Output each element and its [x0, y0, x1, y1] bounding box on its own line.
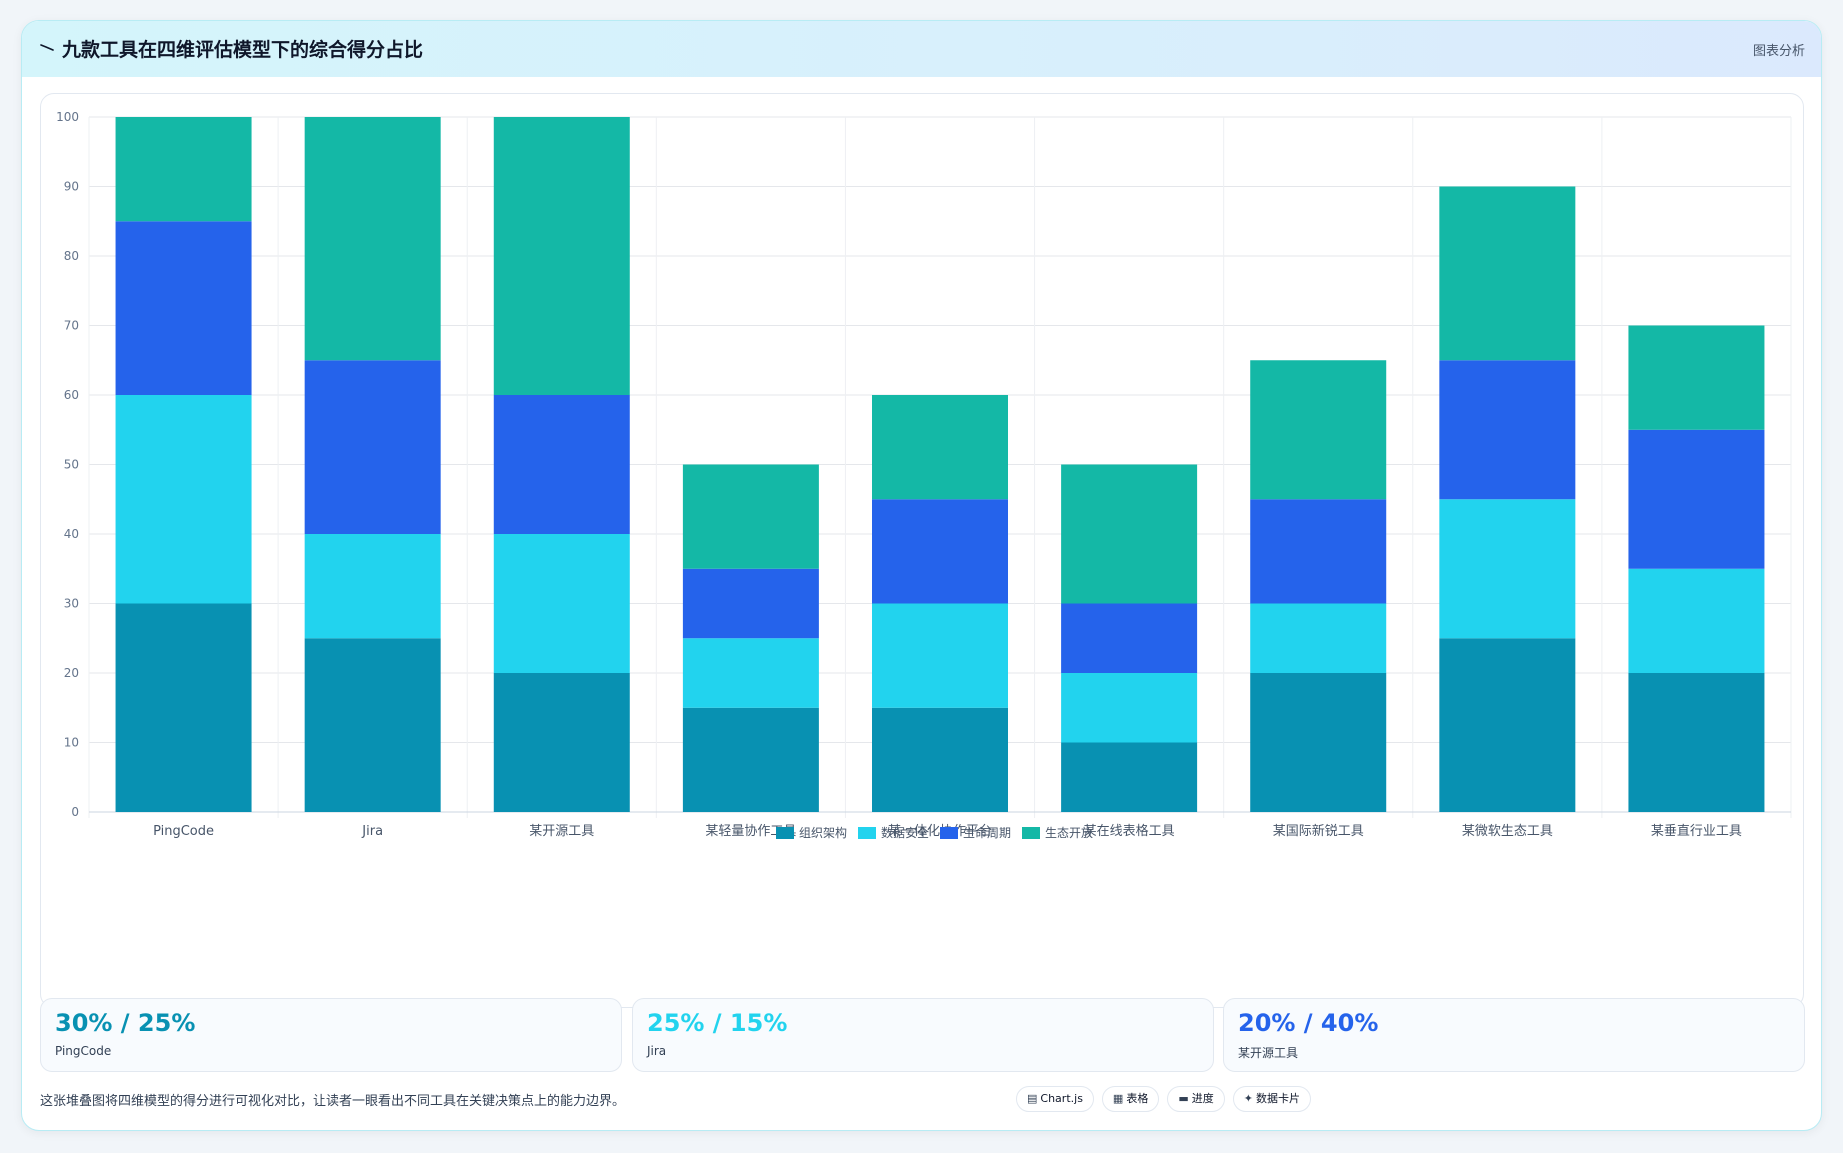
legend-swatch	[858, 827, 876, 839]
legend-label: 数据安全	[881, 825, 929, 840]
y-tick-label: 70	[64, 319, 79, 333]
bar-segment-3	[1628, 429, 1765, 569]
stat-value: 20% / 40%	[1238, 1009, 1379, 1037]
chart-title: 九款工具在四维评估模型下的综合得分占比	[62, 39, 424, 61]
bar-segment-1	[493, 673, 630, 812]
table-icon: ▦	[1112, 1092, 1124, 1105]
bar-segment-3	[304, 360, 441, 534]
y-tick-label: 80	[64, 249, 79, 263]
bar-segment-2	[493, 534, 630, 673]
y-tick-label: 50	[64, 458, 79, 472]
pill-table[interactable]: ▦ 表格	[1101, 1086, 1160, 1112]
card-header: 九款工具在四维评估模型下的综合得分占比 图表分析	[22, 21, 1821, 77]
stat-card-pingcode: 30% / 25% PingCode	[40, 998, 622, 1072]
stat-label: PingCode	[55, 1044, 112, 1058]
stacked-bar-chart: 0 10 20 30 40 50 60 70 80 90 100 PingCode Jira 某开源工具 某…	[56, 110, 1792, 840]
y-tick-label: 60	[64, 388, 79, 402]
legend-swatch	[940, 827, 958, 839]
chart-area: 0 10 20 30 40 50 60 70 80 90 100 PingCode Jira 某开源工具 某…	[40, 93, 1804, 1008]
pill-chartjs[interactable]: ▤ Chart.js	[1016, 1086, 1094, 1112]
bar-segment-2	[682, 638, 819, 708]
legend-label: 生态开放	[1045, 825, 1093, 840]
progress-icon: ▬	[1178, 1092, 1189, 1105]
bar-segment-2	[1061, 673, 1198, 743]
bar-segment-3	[115, 221, 252, 395]
pill-data-card[interactable]: ✦ 数据卡片	[1232, 1086, 1311, 1112]
bar-segment-1	[872, 707, 1008, 812]
bar-segment-4	[1628, 325, 1765, 430]
bar-segment-1	[682, 707, 819, 812]
legend-label: 组织架构	[799, 825, 847, 840]
bar-segment-1	[1628, 673, 1765, 812]
bar-segment-3	[1061, 603, 1198, 673]
bar-segment-1	[304, 638, 441, 812]
stat-label: 某开源工具	[1238, 1046, 1299, 1060]
x-tick-label: 某在线表格工具	[1084, 823, 1175, 839]
chart-card: 九款工具在四维评估模型下的综合得分占比 图表分析 0 10 20 30 40 50 60 70…	[21, 20, 1822, 1131]
pill-label: 数据卡片	[1255, 1092, 1300, 1105]
stat-label: Jira	[647, 1044, 667, 1058]
bar-segment-2	[1250, 603, 1387, 673]
bar-segment-4	[304, 117, 441, 361]
bar-segment-4	[1061, 464, 1198, 604]
bar-segment-4	[1439, 186, 1576, 361]
bar-segment-2	[872, 603, 1008, 708]
y-tick-label: 90	[64, 180, 79, 194]
feature-pills: ▤ Chart.js ▦ 表格 ▬ 进度 ✦ 数据卡片	[1016, 1086, 1319, 1114]
bar-segment-2	[115, 395, 252, 604]
bar-segment-4	[1250, 360, 1387, 500]
y-tick-label: 20	[64, 666, 79, 680]
stat-value: 30% / 25%	[55, 1009, 196, 1037]
pill-label: Chart.js	[1040, 1092, 1083, 1105]
bar-segment-3	[682, 568, 819, 639]
bar-segment-4	[493, 117, 630, 395]
bar-segment-3	[493, 395, 630, 534]
bar-segment-4	[872, 395, 1008, 500]
bar-segment-3	[1439, 360, 1576, 500]
pill-progress[interactable]: ▬ 进度	[1167, 1086, 1225, 1112]
trend-icon	[40, 44, 54, 51]
y-tick-label: 40	[64, 527, 79, 541]
pill-label: 表格	[1126, 1092, 1149, 1105]
chart-analysis-tag[interactable]: 图表分析	[1752, 44, 1805, 59]
y-tick-label: 30	[64, 597, 79, 611]
x-tick-label: Jira	[361, 824, 383, 839]
legend-label: 生命周期	[963, 825, 1011, 840]
legend-swatch	[1022, 827, 1040, 839]
bar-segment-1	[1439, 638, 1576, 812]
chart-icon: ▤	[1027, 1092, 1038, 1105]
bar-segment-2	[1439, 499, 1576, 639]
bar-segment-1	[1250, 673, 1387, 812]
x-tick-label: PingCode	[153, 824, 214, 839]
bar-segment-3	[872, 499, 1008, 604]
footer-description: 这张堆叠图将四维模型的得分进行可视化对比，让读者一眼看出不同工具在关键决策点上的…	[40, 1094, 626, 1109]
bar-segment-2	[1628, 568, 1765, 673]
x-tick-label: 某开源工具	[529, 824, 594, 839]
pill-label: 进度	[1191, 1092, 1214, 1105]
x-tick-label: 某垂直行业工具	[1651, 824, 1742, 839]
bar-segment-4	[115, 117, 252, 222]
bar-segment-2	[304, 534, 441, 639]
bar-segment-1	[1061, 742, 1198, 812]
x-tick-label: 某轻量协作工具	[705, 824, 796, 839]
bar-segment-3	[1250, 499, 1387, 604]
y-tick-label: 100	[56, 110, 79, 124]
bar-segment-4	[682, 464, 819, 569]
y-tick-label: 0	[71, 805, 79, 819]
x-tick-label: 某国际新锐工具	[1273, 823, 1364, 839]
stat-value: 25% / 15%	[647, 1009, 788, 1037]
stat-card-jira: 25% / 15% Jira	[632, 998, 1214, 1072]
sparkle-icon: ✦	[1243, 1092, 1253, 1105]
y-tick-label: 10	[64, 736, 79, 750]
stat-card-open-source: 20% / 40% 某开源工具	[1223, 998, 1805, 1072]
x-tick-label: 某微软生态工具	[1462, 824, 1553, 839]
legend-swatch	[776, 827, 794, 839]
bar-segment-1	[115, 603, 252, 812]
